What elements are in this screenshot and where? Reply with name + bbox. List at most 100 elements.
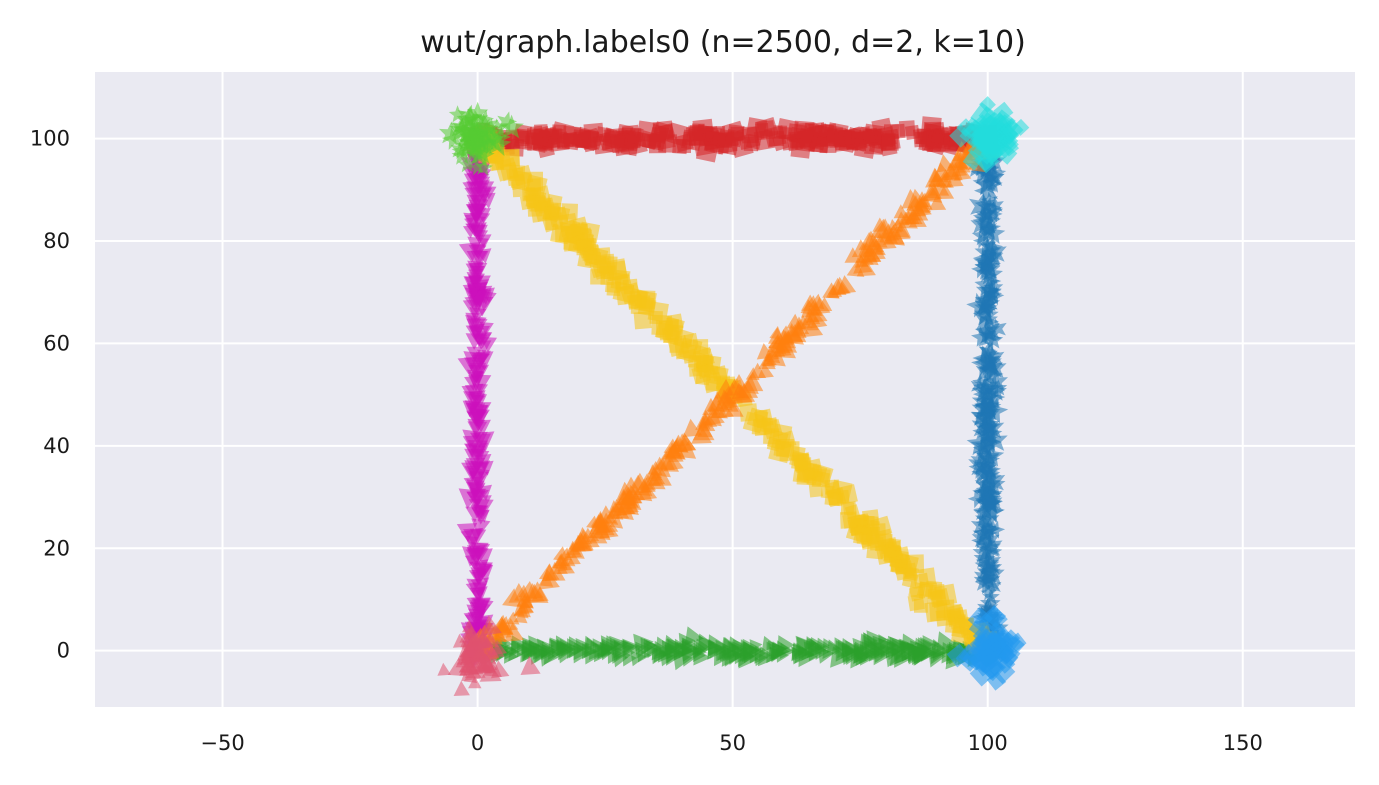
- data-point: [930, 639, 950, 659]
- data-point: [510, 639, 526, 656]
- data-point: [885, 540, 903, 559]
- data-point: [826, 639, 841, 654]
- data-point: [743, 136, 759, 152]
- data-point: [482, 659, 497, 674]
- data-point: [791, 646, 805, 661]
- data-point: [981, 429, 998, 447]
- data-point: [633, 311, 652, 330]
- data-point: [737, 379, 759, 398]
- data-point: [463, 225, 477, 239]
- x-tick-label: 50: [719, 731, 746, 755]
- data-point: [702, 371, 724, 394]
- data-point: [974, 208, 1001, 234]
- data-point: [973, 504, 991, 521]
- y-tick-label: 60: [43, 331, 70, 355]
- y-tick-label: 80: [43, 229, 70, 253]
- data-point: [508, 583, 530, 603]
- data-point: [907, 593, 925, 612]
- data-point: [658, 452, 679, 472]
- data-point: [976, 460, 1001, 485]
- data-point: [886, 219, 903, 235]
- data-point: [529, 126, 553, 150]
- data-point: [952, 151, 973, 171]
- data-point: [672, 138, 688, 155]
- data-point: [639, 130, 659, 150]
- data-point: [466, 203, 486, 222]
- data-point: [731, 374, 748, 389]
- data-point: [853, 647, 869, 664]
- data-point: [456, 523, 478, 543]
- data-point: [993, 122, 1020, 149]
- data-point: [480, 615, 502, 636]
- data-point: [475, 290, 497, 311]
- data-point: [460, 657, 480, 676]
- data-point: [775, 640, 793, 658]
- data-point: [475, 109, 494, 129]
- data-point: [977, 569, 996, 588]
- data-point: [838, 131, 853, 146]
- data-point: [977, 415, 1001, 438]
- data-point: [979, 325, 997, 342]
- data-point: [569, 126, 591, 148]
- series-points: [439, 101, 524, 176]
- data-point: [653, 640, 674, 663]
- data-point: [972, 521, 997, 545]
- data-point: [951, 625, 970, 644]
- data-point: [703, 408, 722, 427]
- data-point: [495, 618, 509, 631]
- data-point: [885, 649, 903, 668]
- data-point: [846, 260, 865, 277]
- data-point: [552, 560, 568, 574]
- data-point: [647, 301, 669, 323]
- data-point: [973, 442, 993, 463]
- data-point: [808, 483, 823, 498]
- data-point: [485, 130, 512, 157]
- data-point: [471, 120, 494, 141]
- data-point: [458, 154, 477, 173]
- data-point: [928, 174, 942, 187]
- data-point: [472, 586, 488, 601]
- data-point: [464, 442, 479, 457]
- data-point: [474, 498, 494, 517]
- data-point: [756, 117, 779, 140]
- data-point: [979, 397, 996, 414]
- data-point: [974, 239, 1001, 264]
- data-point: [967, 647, 988, 668]
- data-point: [489, 126, 511, 149]
- data-point: [982, 346, 1005, 369]
- y-tick-label: 0: [57, 639, 70, 663]
- data-point: [471, 402, 492, 421]
- chart-title: wut/graph.labels0 (n=2500, d=2, k=10): [420, 25, 1026, 60]
- data-point: [976, 538, 1003, 565]
- data-point: [599, 519, 619, 539]
- data-point: [475, 158, 493, 176]
- data-point: [979, 96, 996, 113]
- data-point: [984, 369, 1008, 393]
- data-point: [977, 508, 1000, 531]
- data-point: [985, 578, 1002, 595]
- data-point: [474, 454, 492, 470]
- data-point: [895, 645, 914, 664]
- data-point: [469, 307, 487, 324]
- x-axis-ticks: −50 0 50 100 150: [200, 731, 1262, 755]
- data-point: [616, 490, 633, 506]
- data-point: [459, 639, 480, 659]
- data-point: [619, 282, 642, 305]
- data-point: [977, 357, 998, 378]
- data-point: [463, 391, 483, 410]
- data-point: [788, 320, 807, 338]
- data-point: [1007, 636, 1025, 655]
- data-point: [605, 635, 621, 652]
- data-point: [596, 253, 615, 273]
- data-point: [983, 201, 1004, 221]
- data-point: [717, 385, 737, 405]
- data-points: [437, 96, 1030, 696]
- data-point: [764, 348, 781, 364]
- data-point: [904, 124, 920, 140]
- data-point: [909, 203, 929, 221]
- data-point: [468, 676, 482, 689]
- data-point: [601, 132, 623, 154]
- data-point: [573, 644, 591, 664]
- data-point: [471, 518, 491, 538]
